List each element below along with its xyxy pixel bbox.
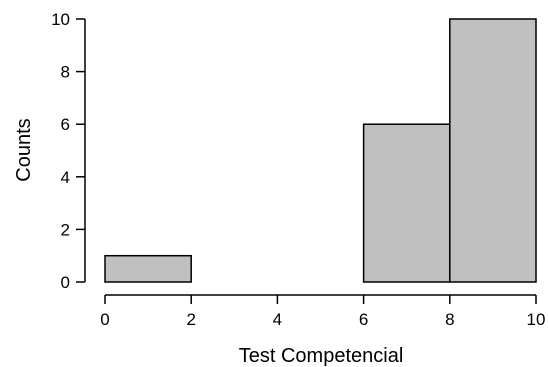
x-tick-label-10: 10 — [527, 310, 546, 329]
y-tick-label-10: 10 — [51, 10, 70, 29]
x-tick-label-0: 0 — [100, 310, 109, 329]
x-tick-label-8: 8 — [445, 310, 454, 329]
y-tick-label-8: 8 — [61, 63, 70, 82]
histogram-bar-8-10 — [449, 18, 537, 283]
x-tick-label-4: 4 — [273, 310, 282, 329]
y-axis-title: Counts — [13, 118, 35, 181]
histogram-bar-0-2 — [104, 254, 192, 283]
y-tick-label-6: 6 — [61, 115, 70, 134]
y-axis: 0 2 4 6 8 10 — [51, 10, 86, 292]
x-axis-title: Test Competencial — [239, 345, 404, 367]
x-tick-label-6: 6 — [359, 310, 368, 329]
y-tick-label-0: 0 — [61, 273, 70, 292]
x-axis: 0 2 4 6 8 10 — [100, 294, 546, 329]
histogram-bar-6-8 — [362, 123, 451, 283]
bars-group — [104, 18, 537, 283]
y-tick-label-4: 4 — [61, 168, 70, 187]
x-tick-label-2: 2 — [186, 310, 195, 329]
y-tick-label-2: 2 — [61, 220, 70, 239]
